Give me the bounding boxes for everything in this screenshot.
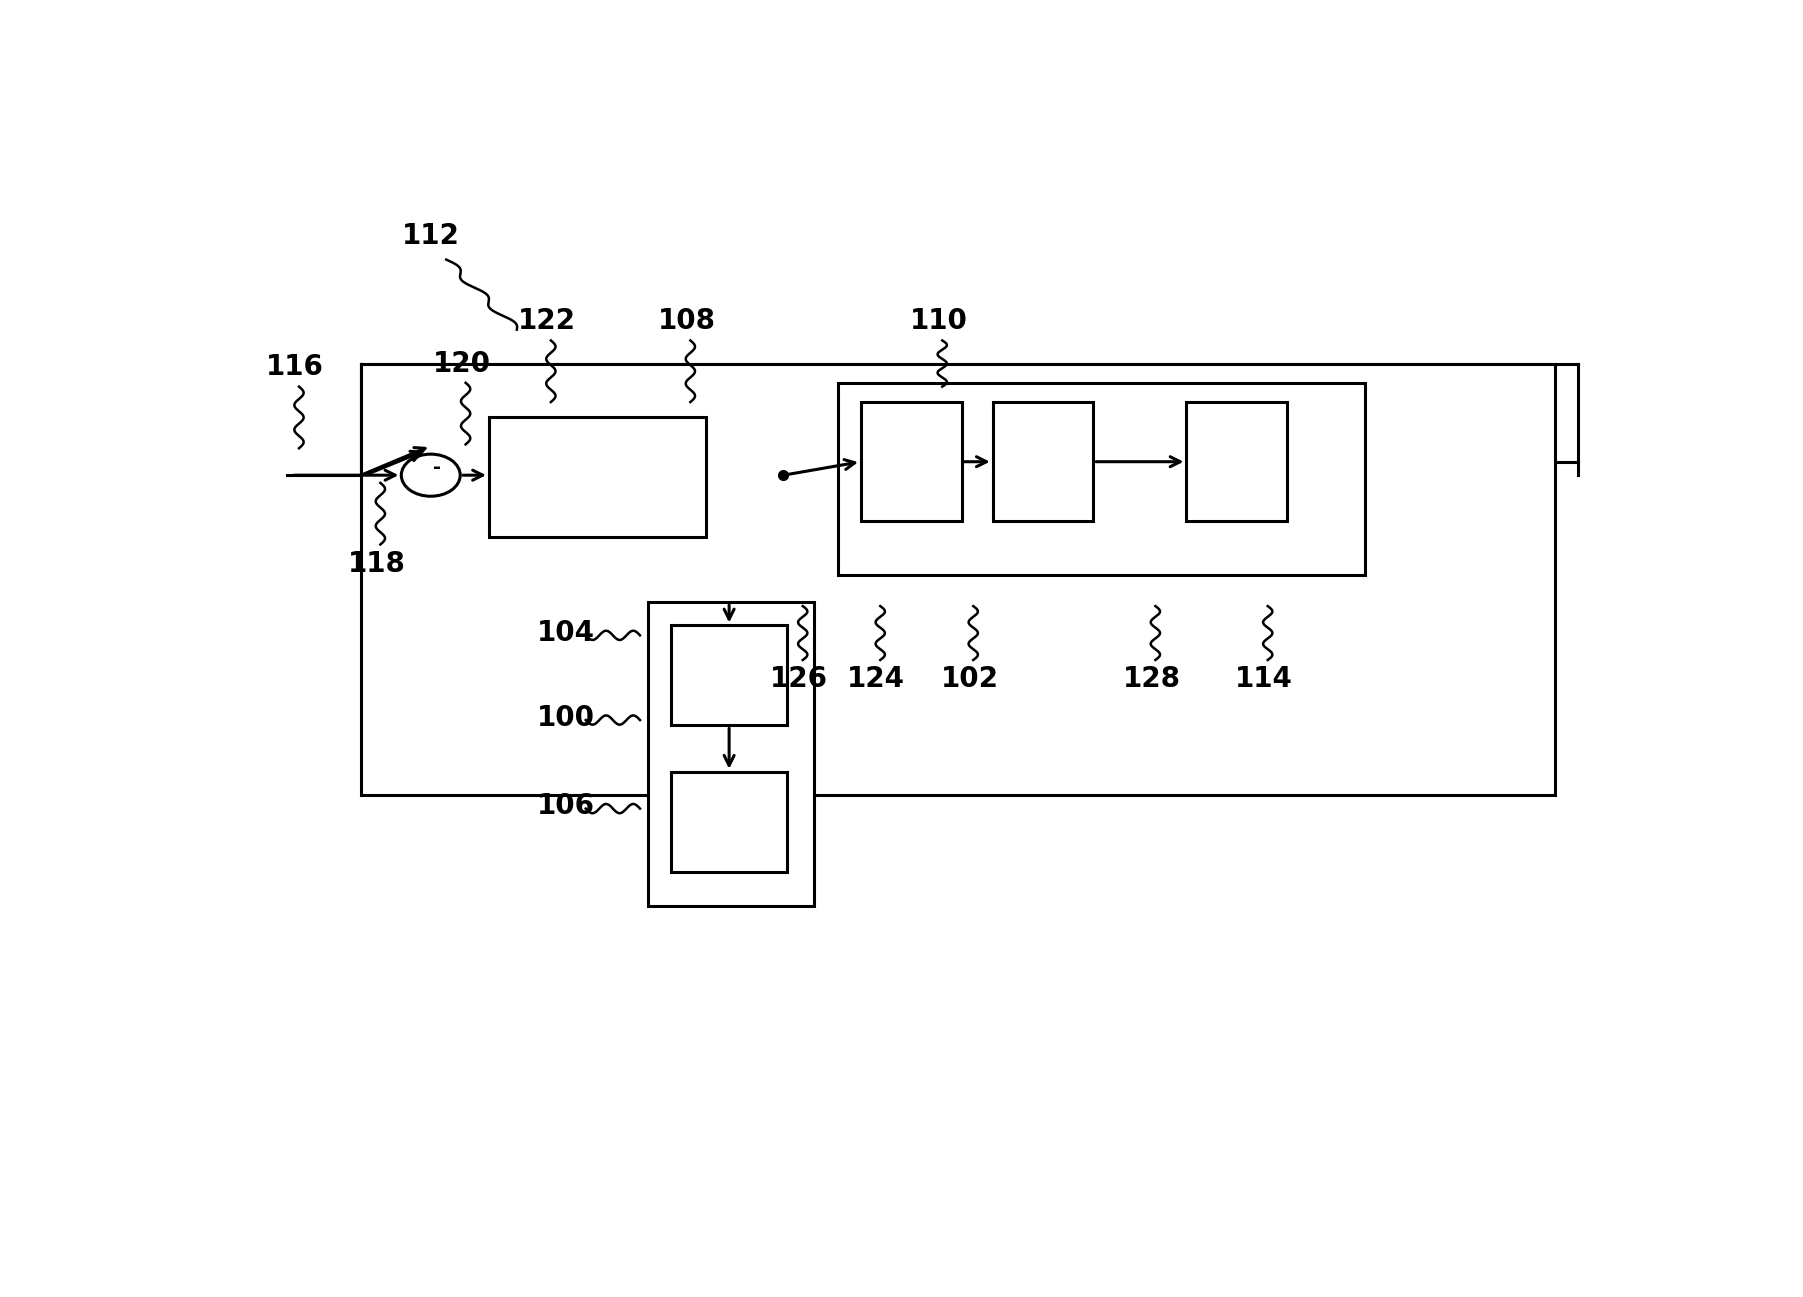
Text: 104: 104: [537, 619, 595, 647]
Bar: [860, 402, 961, 521]
Bar: [838, 383, 1365, 576]
Text: 124: 124: [847, 665, 905, 693]
Text: 126: 126: [770, 665, 828, 693]
Text: 106: 106: [537, 792, 595, 820]
Text: 110: 110: [909, 307, 968, 335]
Bar: [489, 418, 707, 537]
Text: 108: 108: [658, 307, 716, 335]
Text: 116: 116: [267, 353, 325, 381]
Bar: [671, 625, 788, 725]
Bar: [671, 772, 788, 872]
Text: 128: 128: [1123, 665, 1181, 693]
Text: 114: 114: [1235, 665, 1293, 693]
Text: 112: 112: [402, 223, 460, 250]
Bar: [1186, 402, 1287, 521]
Text: 100: 100: [537, 704, 595, 732]
Bar: [647, 602, 815, 907]
Bar: [993, 402, 1093, 521]
Text: 120: 120: [433, 349, 490, 377]
Bar: [361, 363, 1554, 795]
Text: -: -: [433, 458, 442, 477]
Text: 118: 118: [348, 550, 406, 577]
Text: 102: 102: [941, 665, 999, 693]
Text: 122: 122: [517, 307, 575, 335]
